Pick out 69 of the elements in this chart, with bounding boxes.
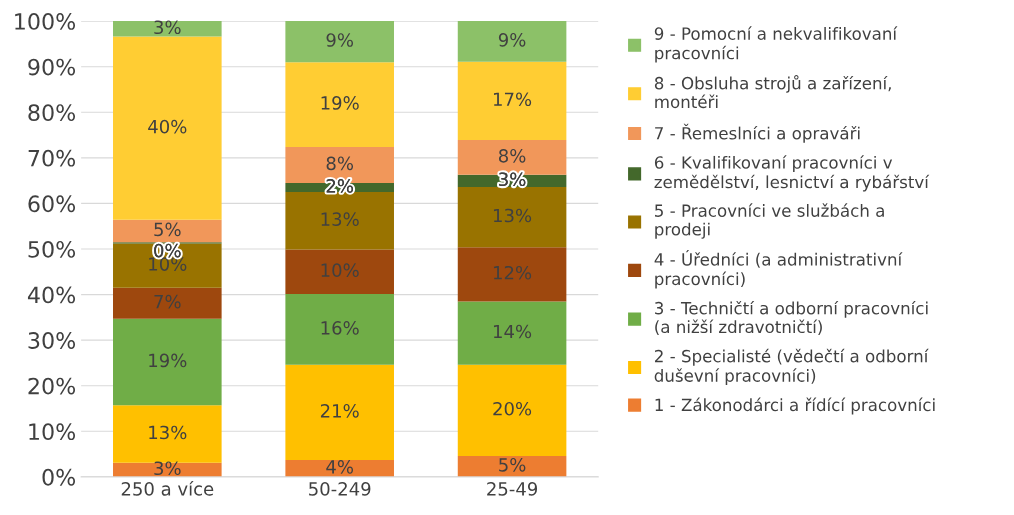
data-label: 9% bbox=[326, 33, 354, 47]
data-label: 8% bbox=[326, 156, 354, 171]
y-tick-label: 80% bbox=[28, 104, 76, 122]
y-tick-label: 70% bbox=[28, 149, 76, 167]
bar bbox=[457, 455, 567, 477]
data-label: 8% bbox=[498, 148, 526, 163]
data-label: 3% bbox=[499, 172, 526, 187]
data-label: 9% bbox=[498, 32, 526, 47]
legend-label: 6 - Kvalifikovaní pracovníci v zemědělství, lesnictví a rybářství bbox=[654, 155, 930, 192]
legend-label: 3 - Techničtí a odborní pracovníci (a nižší zdravotničtí) bbox=[655, 300, 928, 336]
bar bbox=[457, 301, 567, 365]
bar bbox=[457, 187, 567, 248]
data-label: 3% bbox=[154, 20, 181, 35]
data-label: 14% bbox=[493, 324, 532, 339]
y-tick-label: 40% bbox=[27, 286, 76, 304]
data-label: 21% bbox=[320, 403, 359, 418]
data-label: 5% bbox=[154, 222, 181, 237]
y-tick-label: 50% bbox=[28, 240, 76, 258]
bar bbox=[285, 62, 394, 147]
bar bbox=[285, 21, 394, 63]
data-label: 0% bbox=[154, 243, 181, 258]
data-label: 19% bbox=[149, 353, 187, 368]
legend-label: 9 - Pomocní a nekvalifikovaní pracovníci bbox=[654, 26, 898, 63]
bar bbox=[285, 249, 394, 295]
bar bbox=[457, 247, 567, 302]
y-tick-label: 90% bbox=[28, 58, 76, 76]
legend-label: 4 - Úředníci (a administrativní pracovníci) bbox=[654, 250, 903, 289]
bar bbox=[113, 36, 222, 220]
bar bbox=[113, 405, 222, 463]
legend-label: 1 - Zákonodárci a řídící pracovníci bbox=[655, 397, 935, 415]
y-tick-label: 10% bbox=[29, 423, 76, 441]
data-label: 40% bbox=[148, 119, 187, 134]
bar bbox=[457, 364, 567, 456]
data-label: 10% bbox=[321, 263, 359, 278]
bar bbox=[113, 219, 222, 243]
data-label: 13% bbox=[493, 208, 532, 223]
legend-label: 5 - Pracovníci ve službách a prodeji bbox=[655, 203, 884, 239]
data-label: 10% bbox=[149, 257, 187, 271]
bar bbox=[285, 364, 394, 461]
x-tick-label: 50-249 bbox=[309, 482, 371, 496]
bar bbox=[457, 61, 567, 141]
bar bbox=[457, 21, 567, 62]
data-label: 5% bbox=[499, 457, 526, 472]
data-label: 12% bbox=[493, 265, 532, 280]
legend-label: 7 - Řemeslníci a opraváři bbox=[655, 123, 860, 143]
y-tick-label: 20% bbox=[28, 377, 76, 395]
data-label: 16% bbox=[321, 321, 359, 335]
data-label: 13% bbox=[321, 212, 359, 226]
y-tick-label: 60% bbox=[28, 195, 76, 213]
bar bbox=[113, 21, 222, 37]
data-label: 19% bbox=[321, 96, 359, 110]
data-label: 3% bbox=[154, 461, 181, 476]
data-label: 4% bbox=[326, 460, 354, 474]
data-label: 20% bbox=[493, 401, 532, 416]
bar bbox=[285, 294, 394, 365]
bar bbox=[113, 318, 222, 406]
legend-label: 8 - Obsluha strojů a zařízení, montéři bbox=[654, 75, 891, 109]
y-tick-label: 0% bbox=[42, 468, 76, 486]
y-tick-label: 30% bbox=[28, 332, 76, 349]
legend-label: 2 - Specialisté (vědečtí a odborní duševní pracovníci) bbox=[654, 348, 929, 386]
bar bbox=[113, 287, 222, 319]
y-tick-label: 100% bbox=[15, 13, 76, 30]
data-label: 17% bbox=[493, 92, 532, 107]
x-tick-label: 25-49 bbox=[487, 482, 538, 496]
data-label: 7% bbox=[154, 294, 181, 309]
x-tick-label: 250 a více bbox=[121, 481, 214, 496]
data-label: 13% bbox=[149, 425, 187, 440]
bar bbox=[285, 192, 394, 250]
data-label: 2% bbox=[326, 179, 354, 193]
